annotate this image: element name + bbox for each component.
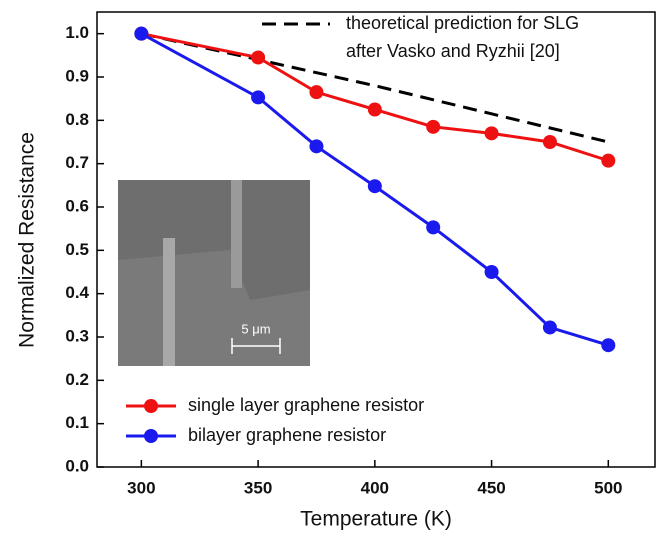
y-tick-label: 0.9 bbox=[65, 66, 89, 85]
marker bbox=[601, 153, 616, 168]
legend-note: after Vasko and Ryzhii [20] bbox=[346, 41, 560, 61]
marker bbox=[542, 320, 557, 335]
legend-marker bbox=[144, 429, 158, 443]
y-tick-label: 1.0 bbox=[65, 23, 89, 42]
y-tick-label: 0.1 bbox=[65, 413, 89, 432]
marker bbox=[309, 139, 324, 154]
legend-label: bilayer graphene resistor bbox=[188, 425, 386, 445]
legend-label: single layer graphene resistor bbox=[188, 395, 424, 415]
marker bbox=[601, 338, 616, 353]
y-axis-title: Normalized Resistance bbox=[16, 132, 39, 348]
y-tick-label: 0.6 bbox=[65, 196, 89, 215]
x-tick-label: 300 bbox=[127, 478, 155, 497]
inset-rod bbox=[163, 238, 175, 366]
marker bbox=[251, 90, 266, 105]
marker bbox=[134, 26, 149, 41]
y-tick-label: 0.2 bbox=[65, 370, 89, 389]
y-tick-label: 0.0 bbox=[65, 456, 89, 475]
plot-frame bbox=[96, 11, 656, 468]
x-tick-label: 400 bbox=[361, 478, 389, 497]
x-tick-label: 500 bbox=[594, 478, 622, 497]
marker bbox=[426, 220, 441, 235]
marker bbox=[367, 102, 382, 117]
x-tick-label: 350 bbox=[244, 478, 272, 497]
inset-shade bbox=[118, 180, 310, 300]
x-axis-title: Temperature (K) bbox=[300, 508, 452, 531]
scale-bar bbox=[231, 338, 281, 354]
marker bbox=[426, 119, 441, 134]
y-tick-label: 0.4 bbox=[65, 283, 89, 302]
inset-scale-label: 5 μm bbox=[241, 321, 270, 336]
y-tick-label: 0.3 bbox=[65, 326, 89, 345]
series-line bbox=[140, 32, 609, 347]
marker bbox=[367, 179, 382, 194]
y-tick-label: 0.8 bbox=[65, 110, 89, 129]
legend-label: theoretical prediction for SLG bbox=[346, 13, 579, 33]
marker bbox=[484, 126, 499, 141]
series-line bbox=[141, 32, 609, 163]
marker bbox=[309, 85, 324, 100]
marker bbox=[484, 265, 499, 279]
marker bbox=[251, 50, 266, 65]
inset-rod bbox=[231, 180, 242, 288]
y-tick-label: 0.5 bbox=[65, 240, 89, 259]
x-tick-label: 450 bbox=[477, 478, 505, 497]
legend-marker bbox=[144, 399, 158, 413]
marker bbox=[542, 135, 557, 149]
y-tick-label: 0.7 bbox=[65, 153, 89, 172]
